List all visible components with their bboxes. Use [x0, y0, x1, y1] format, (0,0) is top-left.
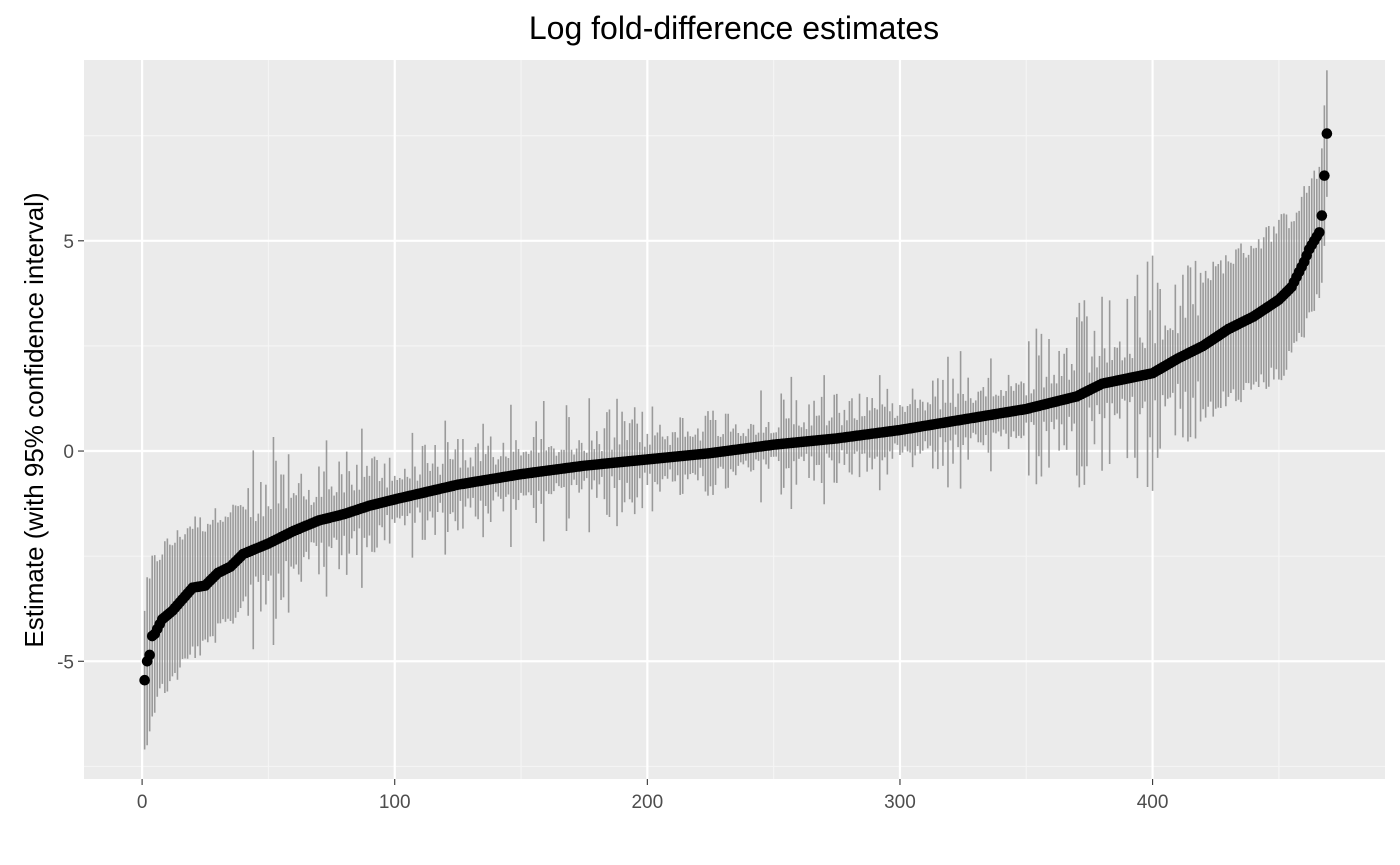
- chart-title: Log fold-difference estimates: [529, 10, 939, 46]
- data-point: [1316, 210, 1328, 221]
- data-point: [144, 649, 155, 661]
- y-axis-ticks: -5 0 5: [57, 232, 84, 673]
- x-axis-ticks: 0 100 200 300 400: [137, 779, 1169, 813]
- grid-minor-lines: [84, 60, 1385, 779]
- y-tick-label: 5: [63, 232, 74, 253]
- data-point: [1319, 170, 1330, 181]
- data-point: [1321, 128, 1333, 139]
- data-point: [139, 674, 150, 686]
- x-tick-label: 0: [137, 792, 148, 813]
- data-point: [1314, 227, 1325, 238]
- x-tick-label: 400: [1137, 792, 1169, 813]
- y-tick-label: -5: [57, 652, 74, 673]
- error-bars-group: [143, 70, 1328, 750]
- x-tick-label: 200: [631, 792, 663, 813]
- x-tick-label: 100: [379, 792, 411, 813]
- y-tick-label: 0: [63, 442, 74, 463]
- x-tick-label: 300: [884, 792, 916, 813]
- points-group: [139, 128, 1333, 686]
- plot-panel-background: [84, 60, 1385, 779]
- y-axis-title: Estimate (with 95% confidence interval): [19, 192, 49, 647]
